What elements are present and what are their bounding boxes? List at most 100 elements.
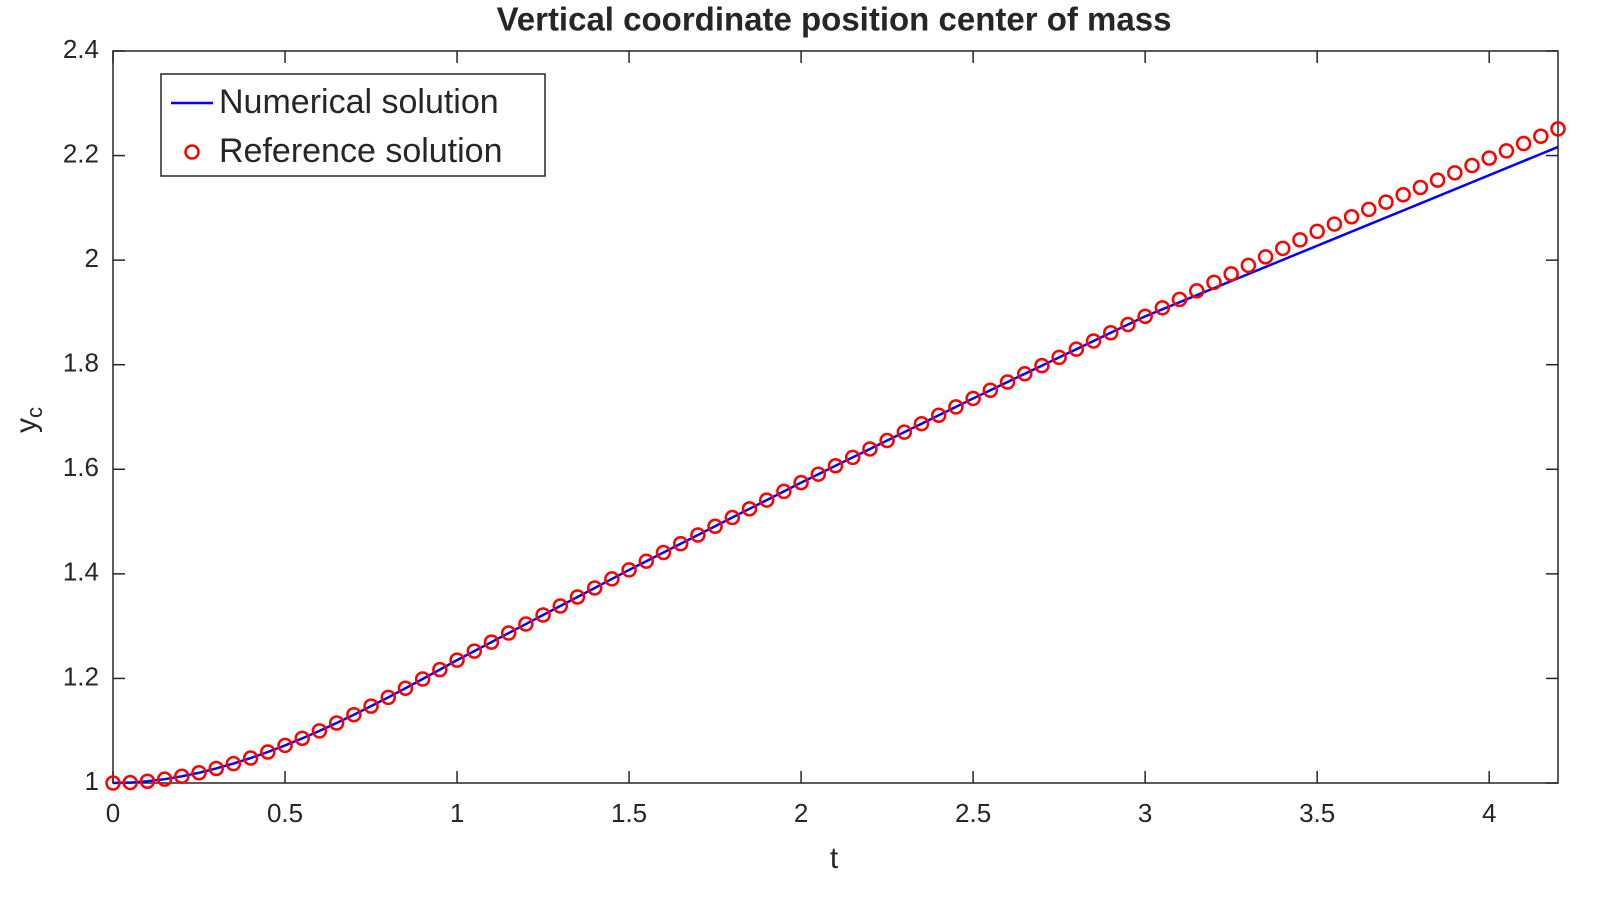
marker-point (294, 730, 310, 747)
marker-point (896, 424, 913, 440)
axes-box (112, 50, 1559, 784)
y-tick-label: 1.6 (63, 452, 99, 482)
y-tick-label: 1.4 (63, 557, 99, 587)
x-tick-label: 3 (1138, 798, 1152, 828)
marker-point (1240, 257, 1257, 274)
marker-point (604, 571, 620, 587)
line-series (112, 145, 1559, 785)
y-tick-label: 2.2 (63, 138, 99, 168)
marker-point (1498, 143, 1515, 159)
marker-point (1085, 333, 1102, 349)
legend-box (160, 73, 546, 177)
marker-point (1395, 187, 1411, 203)
marker-point (655, 544, 672, 561)
marker-point (690, 527, 706, 543)
y-label-main: y (10, 418, 43, 433)
marker-point (1171, 291, 1188, 308)
marker-point (1464, 157, 1480, 174)
y-tick-label: 1.8 (63, 348, 99, 378)
marker-point (1034, 357, 1050, 374)
marker-point (776, 483, 792, 500)
marker-point (208, 760, 224, 777)
marker-point (518, 616, 534, 632)
marker-point (1343, 208, 1360, 225)
marker-point (122, 774, 138, 791)
marker-point (999, 374, 1016, 390)
marker-point (225, 755, 242, 772)
y-axis-label: yc (10, 407, 47, 433)
marker-point (432, 661, 448, 678)
marker-point (535, 607, 551, 623)
marker-point (1102, 325, 1119, 341)
marker-point (1257, 249, 1274, 265)
marker-point (466, 643, 482, 659)
marker-point (156, 771, 173, 787)
x-tick-label: 2.5 (955, 798, 991, 828)
x-tick-label: 0.5 (267, 798, 303, 828)
marker-point (174, 768, 190, 785)
y-tick-label: 2 (85, 243, 99, 273)
y-label-subscript: c (22, 407, 47, 418)
marker-point (638, 553, 655, 569)
y-tick-label: 1 (85, 766, 99, 796)
marker-point (1326, 216, 1343, 232)
marker-point (380, 689, 396, 706)
y-tick-label: 2.4 (63, 34, 99, 64)
marker-point (569, 589, 586, 605)
marker-point (621, 562, 637, 578)
marker-point (844, 449, 861, 466)
legend-swatch (184, 144, 200, 160)
x-axis-label: t (830, 842, 839, 875)
marker-point (1550, 121, 1566, 137)
marker-point (758, 492, 775, 508)
legend-label: Numerical solution (219, 83, 499, 121)
marker-point (1016, 366, 1033, 382)
marker-point (139, 773, 156, 790)
marker-point (948, 399, 964, 415)
marker-point (414, 671, 431, 687)
marker-point (311, 723, 328, 739)
marker-point (277, 737, 293, 754)
marker-point (1189, 283, 1205, 299)
marker-point (1223, 266, 1239, 282)
x-tick-label: 2 (794, 798, 808, 828)
marker-point (1533, 128, 1549, 144)
marker-point (862, 441, 878, 457)
marker-point (965, 390, 981, 407)
marker-point (1515, 135, 1532, 152)
marker-point (1378, 194, 1394, 210)
marker-point (707, 518, 723, 535)
y-tick-label: 1.2 (63, 661, 99, 691)
marker-point (1275, 240, 1291, 257)
marker-point (105, 775, 121, 791)
marker-point (913, 415, 930, 432)
marker-point (363, 698, 379, 714)
marker-point (328, 715, 345, 731)
x-tick-label: 3.5 (1299, 798, 1335, 828)
marker-point (879, 432, 895, 449)
x-tick-label: 1 (450, 798, 464, 828)
x-tick-label: 4 (1482, 798, 1496, 828)
marker-point (397, 680, 414, 697)
marker-point (242, 750, 259, 766)
marker-point (483, 634, 500, 650)
marker-point (191, 765, 207, 781)
marker-point (1051, 349, 1067, 366)
marker-point (741, 501, 758, 517)
marker-point (1068, 341, 1085, 357)
marker-point (1154, 300, 1171, 316)
marker-point (1429, 172, 1446, 188)
marker-point (1206, 274, 1222, 291)
marker-point (672, 535, 689, 552)
marker-point (260, 744, 276, 760)
marker-point (1361, 201, 1377, 218)
marker-point (930, 407, 947, 424)
marker-point (500, 625, 517, 641)
marker-point (1447, 165, 1463, 181)
marker-point (1412, 179, 1429, 196)
marker-point (1309, 223, 1325, 240)
marker-point (1137, 308, 1153, 325)
marker-point (827, 458, 844, 474)
marker-point (810, 466, 827, 482)
marker-point (793, 474, 809, 491)
